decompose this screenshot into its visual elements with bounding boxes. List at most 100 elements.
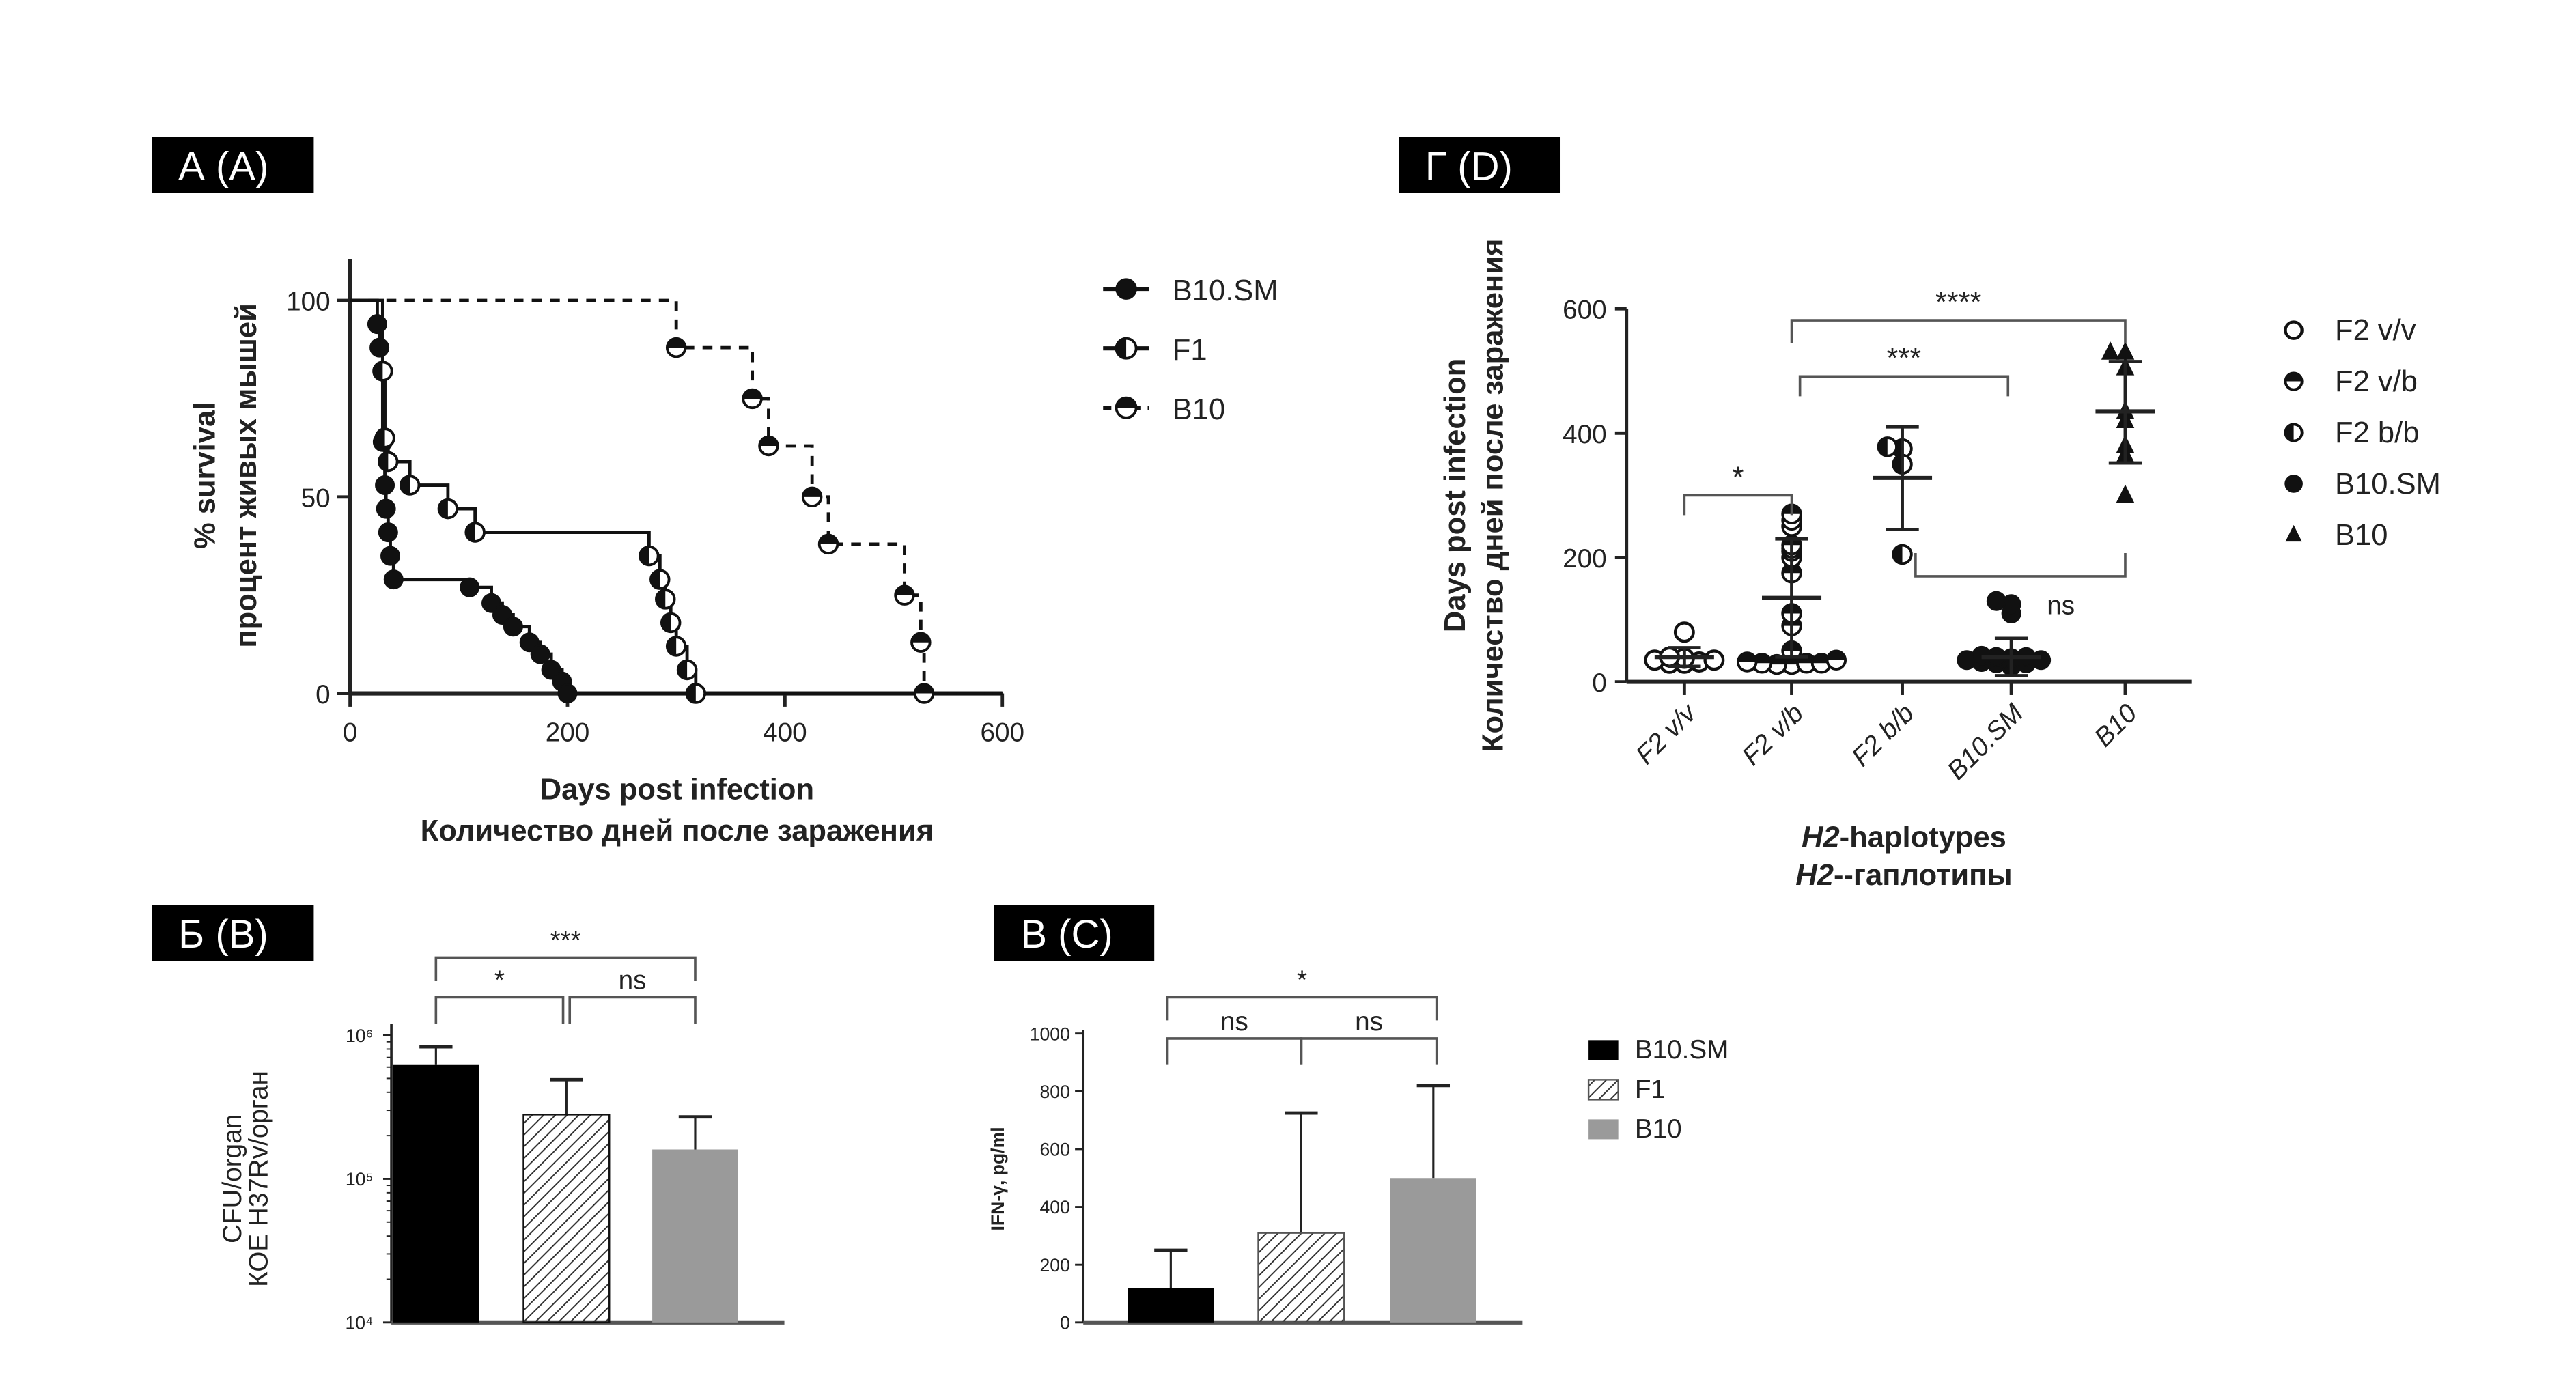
y-tick-label: 0 xyxy=(316,680,331,709)
y-axis-title: Days post infection xyxy=(1439,358,1472,632)
data-point-B10 xyxy=(2116,341,2135,360)
data-point-F1-fill xyxy=(379,452,389,471)
legend-label-F1: F1 xyxy=(1173,334,1207,367)
data-point-B10-fill xyxy=(759,436,778,447)
data-point-F2 b/b-fill xyxy=(1878,438,1888,456)
legend-label-F2 v/v: F2 v/v xyxy=(2335,314,2416,347)
data-point-B10-fill xyxy=(914,684,934,694)
x-tick-label: F2 b/b xyxy=(1846,699,1920,772)
significance-bracket-2 xyxy=(1166,996,1438,1021)
significance-bracket-3 xyxy=(1914,553,2127,578)
legend-label-B10.SM: B10.SM xyxy=(1635,1035,1729,1064)
data-point-F1-fill xyxy=(661,613,671,632)
y-axis-title-ru: КОЕ H37Rv/орган xyxy=(244,1071,274,1287)
y-tick-label: 10⁶ xyxy=(346,1026,374,1046)
data-point-B10-fill xyxy=(912,633,930,643)
legend-label-B10.SM: B10.SM xyxy=(1173,274,1278,307)
x-tick-label: 600 xyxy=(980,718,1024,748)
significance-bracket-2-label: *** xyxy=(550,926,581,955)
x-axis-title-ru-italic: H2 xyxy=(1795,859,1834,892)
data-point-F2 v/b-fill xyxy=(1737,653,1756,662)
x-tick-label: F2 v/b xyxy=(1737,699,1809,771)
x-tick-label: 400 xyxy=(763,718,807,748)
data-point-F2 v/b-fill xyxy=(1827,651,1846,660)
panel-label-box xyxy=(152,905,314,961)
data-point-B10-fill xyxy=(819,535,838,544)
data-point-F1-fill xyxy=(677,660,688,679)
data-point-B10-fill xyxy=(667,338,686,348)
data-point-B10.SM xyxy=(1986,591,2006,611)
y-tick-label: 600 xyxy=(1040,1140,1070,1160)
legend-label-F1: F1 xyxy=(1635,1075,1666,1104)
data-point-B10.SM xyxy=(378,522,398,543)
x-axis-title-rest: -haplotypes xyxy=(1840,821,2006,854)
legend-label-F2 v/b: F2 v/b xyxy=(2335,365,2418,398)
significance-bracket-0-label: ns xyxy=(1220,1007,1248,1036)
y-tick-label: 10⁵ xyxy=(346,1169,374,1189)
significance-bracket-2-label: **** xyxy=(1935,286,1982,319)
panel-label-box xyxy=(1399,137,1561,193)
significance-bracket-1-label: *** xyxy=(1887,342,1922,375)
y-axis-title: IFN-γ, pg/ml xyxy=(988,1127,1008,1230)
survival-line-F1 xyxy=(350,298,1003,695)
data-point-F2 v/v xyxy=(1673,621,1695,643)
y-axis-title-ru: Количество дней после заражения xyxy=(1476,239,1509,752)
x-tick-label: B10 xyxy=(2089,699,2143,752)
legend-marker-F2 b/b-fill xyxy=(2285,424,2294,441)
y-tick-label: 200 xyxy=(1563,544,1607,574)
y-tick-label: 10⁴ xyxy=(345,1312,373,1333)
legend-label-B10: B10 xyxy=(1635,1114,1682,1144)
legend-marker-F2 v/b-fill xyxy=(2285,373,2302,382)
significance-bracket-1 xyxy=(1300,1037,1438,1065)
bar-F1 xyxy=(1257,1232,1345,1324)
y-axis-title: CFU/organ xyxy=(218,1114,247,1243)
legend-label-F2 b/b: F2 b/b xyxy=(2335,417,2419,449)
legend-marker-B10-fill xyxy=(1116,397,1136,408)
x-axis-title: Days post infection xyxy=(540,773,814,806)
data-point-F1-fill xyxy=(656,590,666,608)
y-tick-label: 1000 xyxy=(1030,1024,1070,1044)
bar-B10 xyxy=(652,1149,738,1323)
x-axis-title-italic: H2 xyxy=(1802,821,1840,854)
legend-swatch-F1 xyxy=(1587,1079,1619,1101)
data-point-B10-fill xyxy=(895,586,914,595)
significance-bracket-1 xyxy=(1798,375,2010,397)
legend-label-B10: B10 xyxy=(1173,393,1225,426)
legend-marker-B10.SM xyxy=(2284,475,2303,493)
x-tick-label: F2 v/v xyxy=(1630,697,1703,770)
y-tick-label: 200 xyxy=(1040,1255,1070,1275)
data-point-B10 xyxy=(2116,484,2135,503)
bar-B10 xyxy=(1390,1178,1476,1323)
data-point-F2 b/b-fill xyxy=(1893,455,1903,474)
x-tick-label: 0 xyxy=(343,718,358,748)
data-point-B10-fill xyxy=(802,488,822,497)
data-point-B10 xyxy=(2101,341,2120,360)
significance-bracket-1-label: ns xyxy=(1355,1007,1383,1036)
data-point-F1-fill xyxy=(438,499,448,518)
data-point-B10.SM xyxy=(503,617,523,637)
x-axis-title-ru: Количество дней после заражения xyxy=(421,815,934,847)
legend-swatch-B10.SM xyxy=(1588,1040,1619,1060)
data-point-F1-fill xyxy=(400,476,410,494)
legend-marker-B10 xyxy=(2285,524,2302,542)
data-point-B10-fill xyxy=(743,389,761,399)
significance-bracket-1-label: ns xyxy=(619,965,647,995)
y-tick-label: 0 xyxy=(1592,668,1607,698)
legend-marker-F1-fill xyxy=(1116,338,1127,358)
x-tick-label: 200 xyxy=(546,718,590,748)
legend-marker-B10.SM xyxy=(1115,278,1137,300)
significance-bracket-0-label: * xyxy=(494,965,505,995)
data-point-F1-fill xyxy=(640,546,649,565)
x-axis-title-ru-rest: --гаплотипы xyxy=(1834,859,2013,892)
legend-swatch-B10 xyxy=(1588,1119,1619,1140)
data-point-B10.SM xyxy=(460,577,480,597)
y-tick-label: 600 xyxy=(1563,296,1607,325)
data-point-B10.SM xyxy=(383,569,404,590)
panel-label-box xyxy=(994,905,1155,961)
y-tick-label: 50 xyxy=(301,483,331,513)
y-tick-label: 0 xyxy=(1060,1312,1070,1333)
panel-label-d: Г (D) xyxy=(1425,145,1513,189)
significance-bracket-1 xyxy=(568,996,697,1024)
panel-label-b: Б (B) xyxy=(178,912,268,957)
y-tick-label: 800 xyxy=(1040,1082,1070,1102)
